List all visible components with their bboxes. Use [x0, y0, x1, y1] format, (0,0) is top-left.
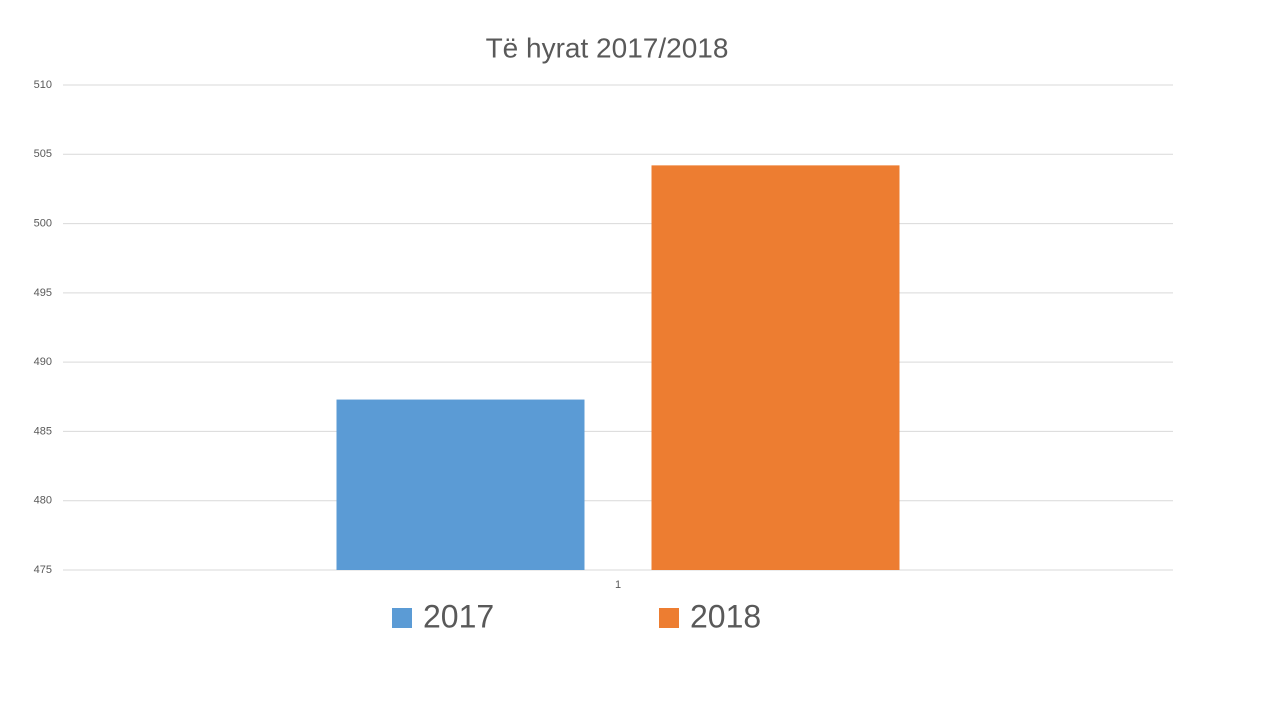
legend-swatch	[392, 608, 412, 628]
bar	[651, 165, 900, 570]
legend-label: 2017	[423, 598, 494, 634]
y-tick-label: 495	[34, 287, 52, 299]
legend-swatch	[659, 608, 679, 628]
x-tick-label: 1	[615, 579, 621, 591]
y-tick-label: 490	[34, 356, 52, 368]
y-tick-label: 480	[34, 495, 52, 507]
y-tick-label: 475	[34, 564, 52, 576]
chart-title: Të hyrat 2017/2018	[486, 32, 729, 63]
y-tick-label: 510	[34, 79, 52, 91]
legend-label: 2018	[690, 598, 761, 634]
y-tick-label: 500	[34, 217, 52, 229]
y-tick-label: 485	[34, 425, 52, 437]
bar	[336, 399, 585, 570]
y-tick-label: 505	[34, 148, 52, 160]
